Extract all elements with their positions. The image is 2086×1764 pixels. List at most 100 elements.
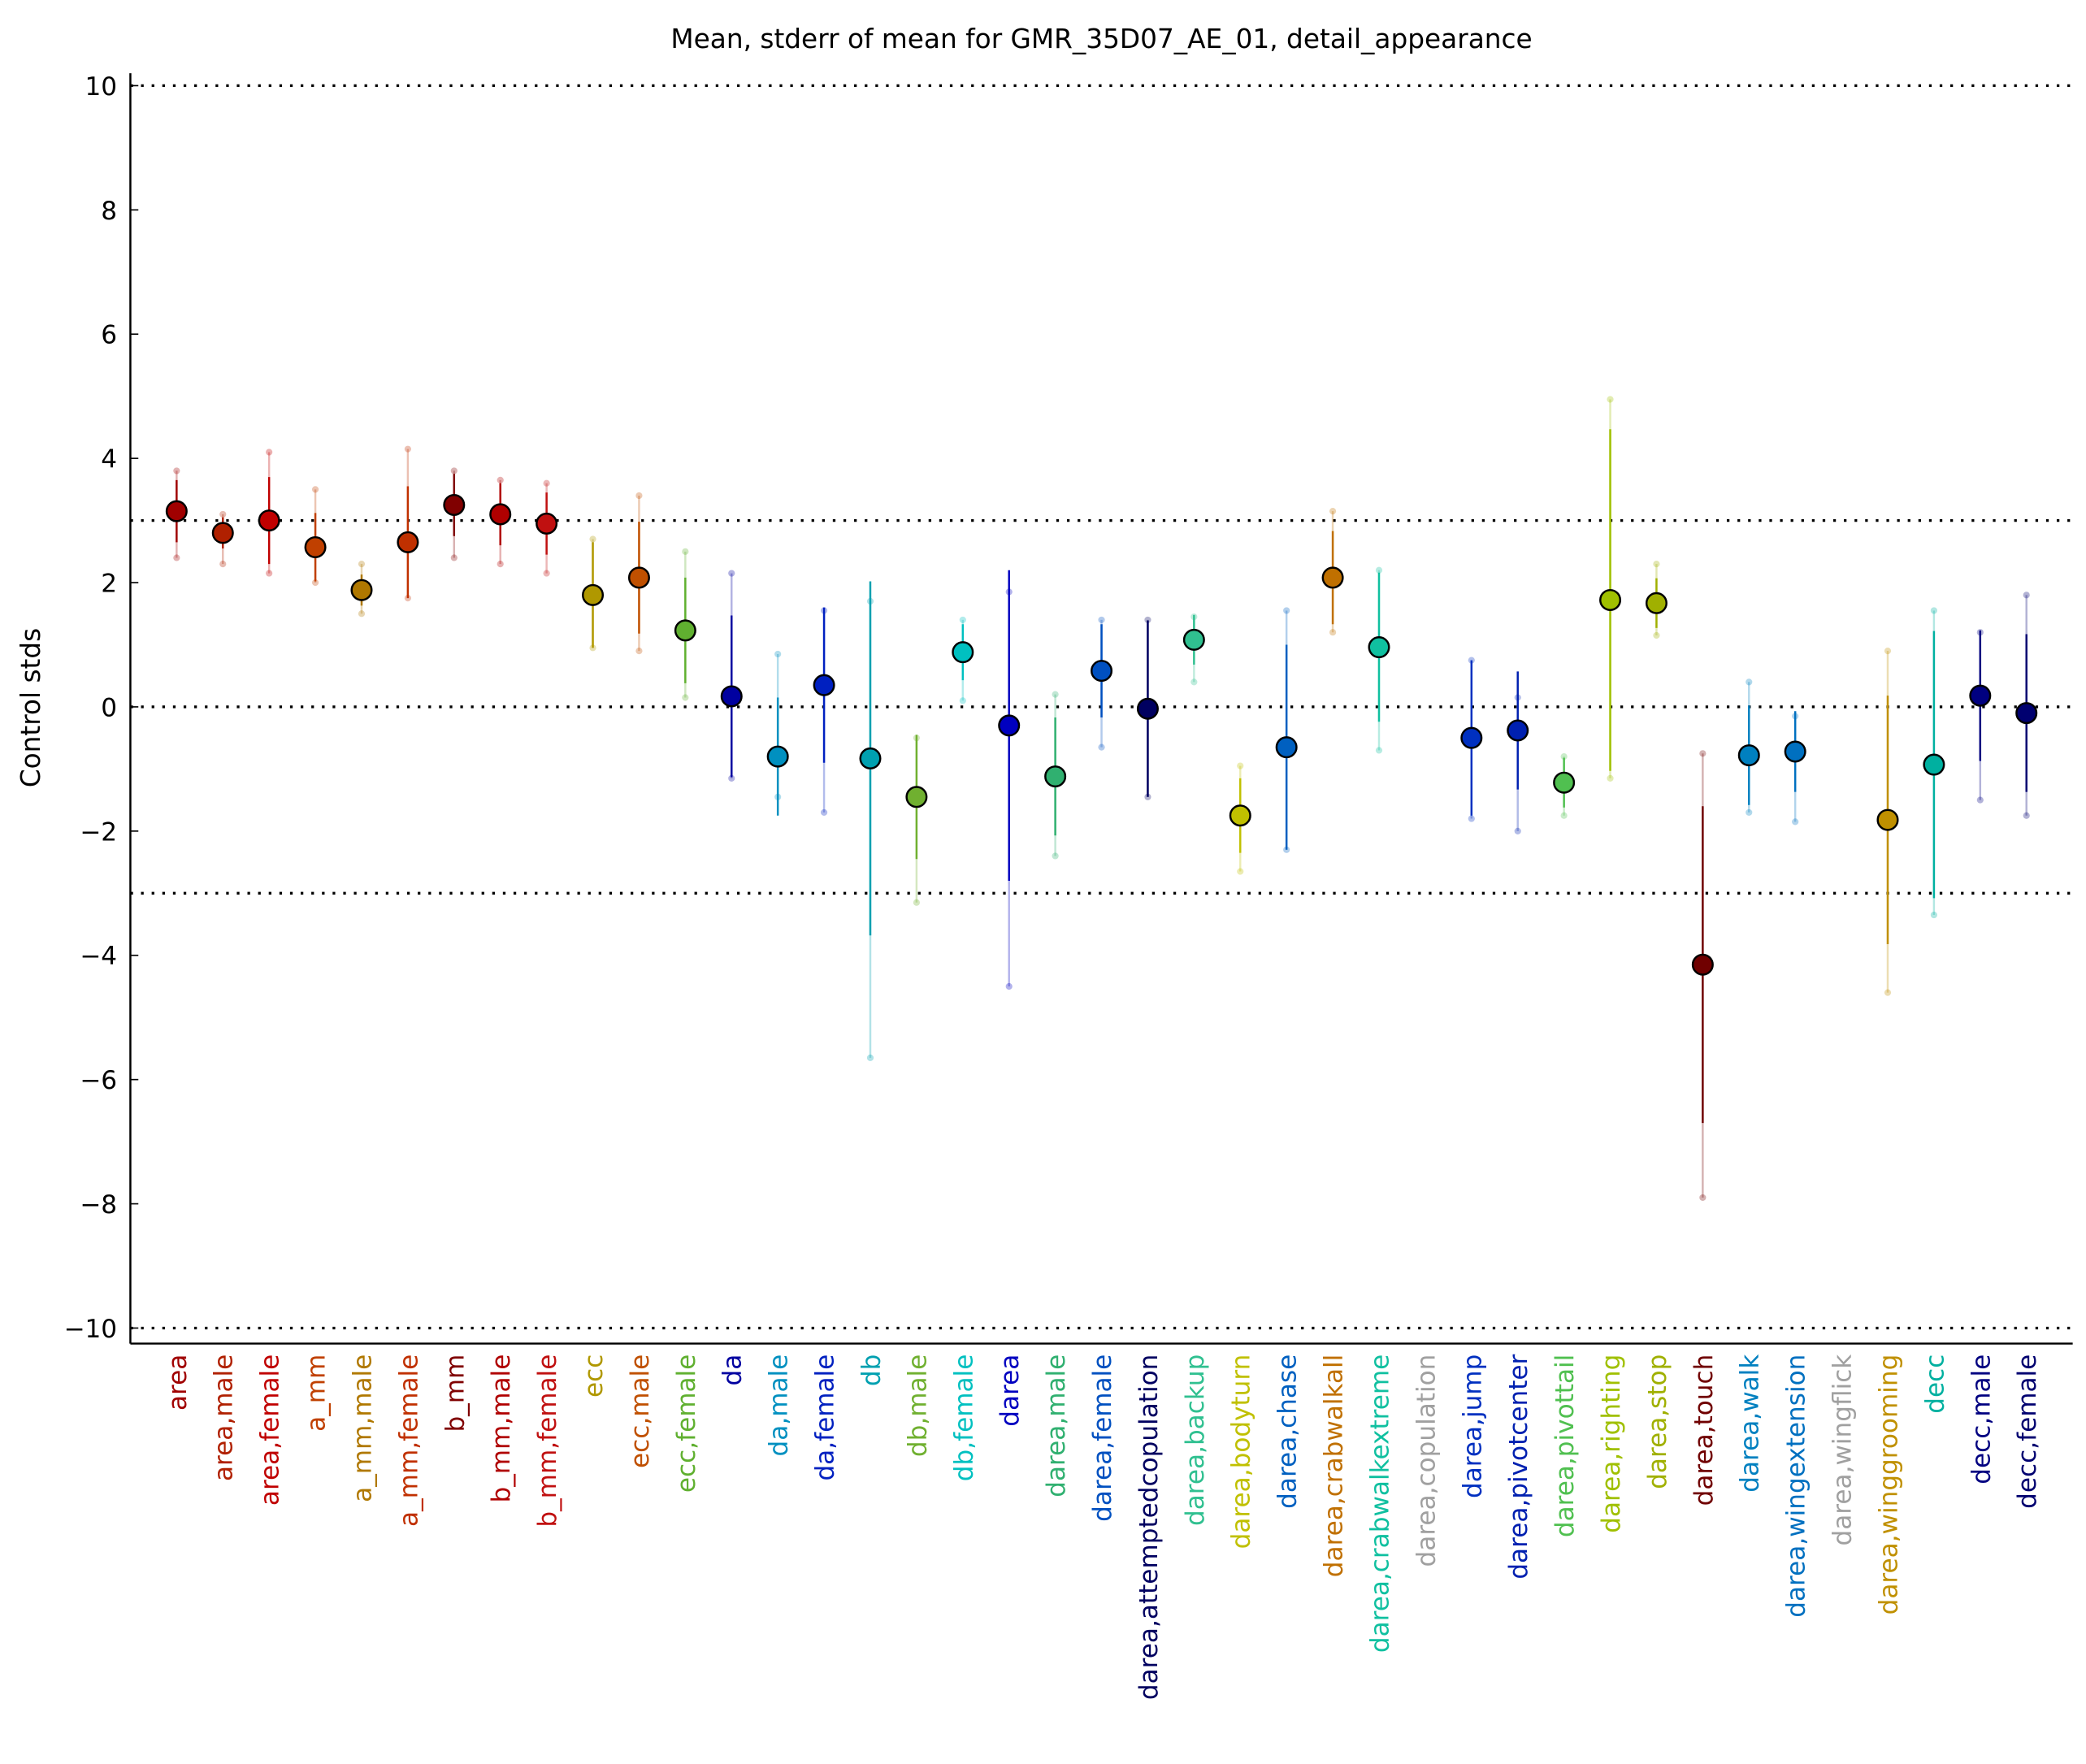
- mean-marker: [258, 509, 280, 532]
- x-tick-label: darea,wingextension: [1782, 1354, 1811, 1618]
- range-end: [959, 697, 966, 704]
- range-end: [1468, 657, 1475, 664]
- mean-marker: [1368, 636, 1390, 659]
- range-end: [1746, 808, 1753, 817]
- range-end: [266, 449, 273, 456]
- mean-marker: [1275, 736, 1298, 759]
- range-end: [1653, 631, 1660, 639]
- range-end: [1884, 648, 1892, 655]
- mean-marker: [1460, 726, 1483, 749]
- y-tick-label: 6: [101, 321, 117, 350]
- x-tick-label: a_mm: [302, 1354, 332, 1432]
- mean-marker: [1553, 771, 1576, 794]
- x-tick-label: darea,pivotcenter: [1504, 1354, 1533, 1579]
- x-tick-label: ecc,female: [672, 1354, 701, 1493]
- range-end: [1052, 691, 1059, 698]
- range-end: [1468, 815, 1475, 822]
- range-end: [589, 535, 596, 543]
- x-tick-label: area,female: [256, 1354, 285, 1506]
- y-tick-label: 10: [85, 72, 117, 102]
- y-tick-label: −2: [80, 817, 117, 847]
- y-tick-label: −8: [80, 1190, 117, 1220]
- mean-marker: [674, 619, 696, 642]
- x-tick-label: decc,female: [2013, 1354, 2042, 1509]
- mean-marker: [998, 714, 1021, 737]
- y-tick-label: 2: [101, 570, 117, 599]
- x-tick-label: da: [718, 1354, 748, 1386]
- mean-marker: [1599, 588, 1622, 611]
- x-tick-label: b_mm,female: [533, 1354, 562, 1528]
- x-tick-label: darea,female: [1088, 1354, 1117, 1522]
- range-end: [1052, 852, 1059, 860]
- x-tick-label: darea,copulation: [1412, 1354, 1441, 1567]
- y-tick-label: −6: [80, 1066, 117, 1095]
- y-tick-label: −10: [63, 1315, 117, 1344]
- x-tick-label: area: [163, 1354, 193, 1411]
- range-end: [1746, 678, 1753, 686]
- x-tick-label: darea: [995, 1354, 1025, 1427]
- mean-marker: [1182, 628, 1205, 651]
- x-tick-label: area,male: [210, 1354, 239, 1481]
- range-end: [358, 561, 366, 568]
- y-tick-label: 0: [101, 693, 117, 722]
- range-end: [1375, 566, 1383, 574]
- x-tick-label: darea,jump: [1458, 1354, 1487, 1498]
- x-tick-label: darea,crabwalkextreme: [1365, 1354, 1394, 1653]
- range-end: [1930, 911, 1937, 919]
- range-end: [266, 570, 273, 577]
- x-tick-label: darea,walk: [1736, 1354, 1765, 1493]
- x-tick-label: b_mm: [440, 1354, 470, 1432]
- mean-marker: [1737, 744, 1760, 767]
- range-end: [728, 774, 735, 782]
- x-tick-label: a_mm,male: [348, 1354, 377, 1502]
- range-end: [682, 694, 689, 701]
- x-tick-label: decc,male: [1967, 1354, 1996, 1484]
- mean-marker: [1044, 765, 1067, 788]
- x-tick-label: darea,righting: [1597, 1354, 1626, 1533]
- range-end: [1098, 743, 1105, 751]
- range-end: [497, 476, 504, 483]
- mean-marker: [905, 786, 928, 808]
- y-axis-label: Control stds: [15, 628, 46, 787]
- mean-marker: [1691, 953, 1714, 976]
- mean-marker: [2015, 702, 2038, 725]
- range-end: [1560, 753, 1568, 761]
- range-end: [2023, 812, 2030, 819]
- mean-marker: [627, 566, 650, 589]
- range-end: [219, 510, 227, 518]
- x-tick-label: darea,crabwalkall: [1320, 1354, 1349, 1578]
- x-tick-label: darea,touch: [1689, 1354, 1719, 1506]
- mean-marker: [443, 493, 466, 516]
- x-tick-label: darea,wingflick: [1828, 1354, 1858, 1546]
- range-end: [635, 492, 643, 500]
- range-end: [866, 1054, 874, 1061]
- chart-title: Mean, stderr of mean for GMR_35D07_AE_01…: [670, 24, 1532, 54]
- x-tick-label: ecc: [579, 1354, 609, 1398]
- mean-marker: [1969, 684, 1992, 707]
- range-end: [1792, 818, 1799, 826]
- range-end: [728, 570, 735, 577]
- range-end: [1329, 629, 1337, 636]
- range-end: [311, 579, 319, 587]
- range-end: [173, 467, 180, 475]
- range-end: [450, 467, 458, 475]
- mean-marker: [165, 500, 188, 522]
- mean-marker: [1091, 660, 1113, 683]
- range-end: [1329, 508, 1337, 515]
- mean-marker: [813, 674, 835, 696]
- range-end: [2023, 592, 2030, 599]
- x-tick-label: db,male: [903, 1354, 932, 1457]
- mean-marker: [859, 747, 882, 769]
- range-end: [1144, 616, 1151, 624]
- x-tick-label: da,male: [765, 1354, 794, 1457]
- range-end: [173, 554, 180, 561]
- range-end: [774, 650, 782, 658]
- range-end: [635, 648, 643, 655]
- range-end: [543, 479, 550, 487]
- range-end: [358, 610, 366, 618]
- mean-marker: [1923, 753, 1945, 776]
- x-tick-label: db: [857, 1354, 886, 1386]
- mean-marker: [536, 512, 558, 535]
- range-end: [1930, 607, 1937, 614]
